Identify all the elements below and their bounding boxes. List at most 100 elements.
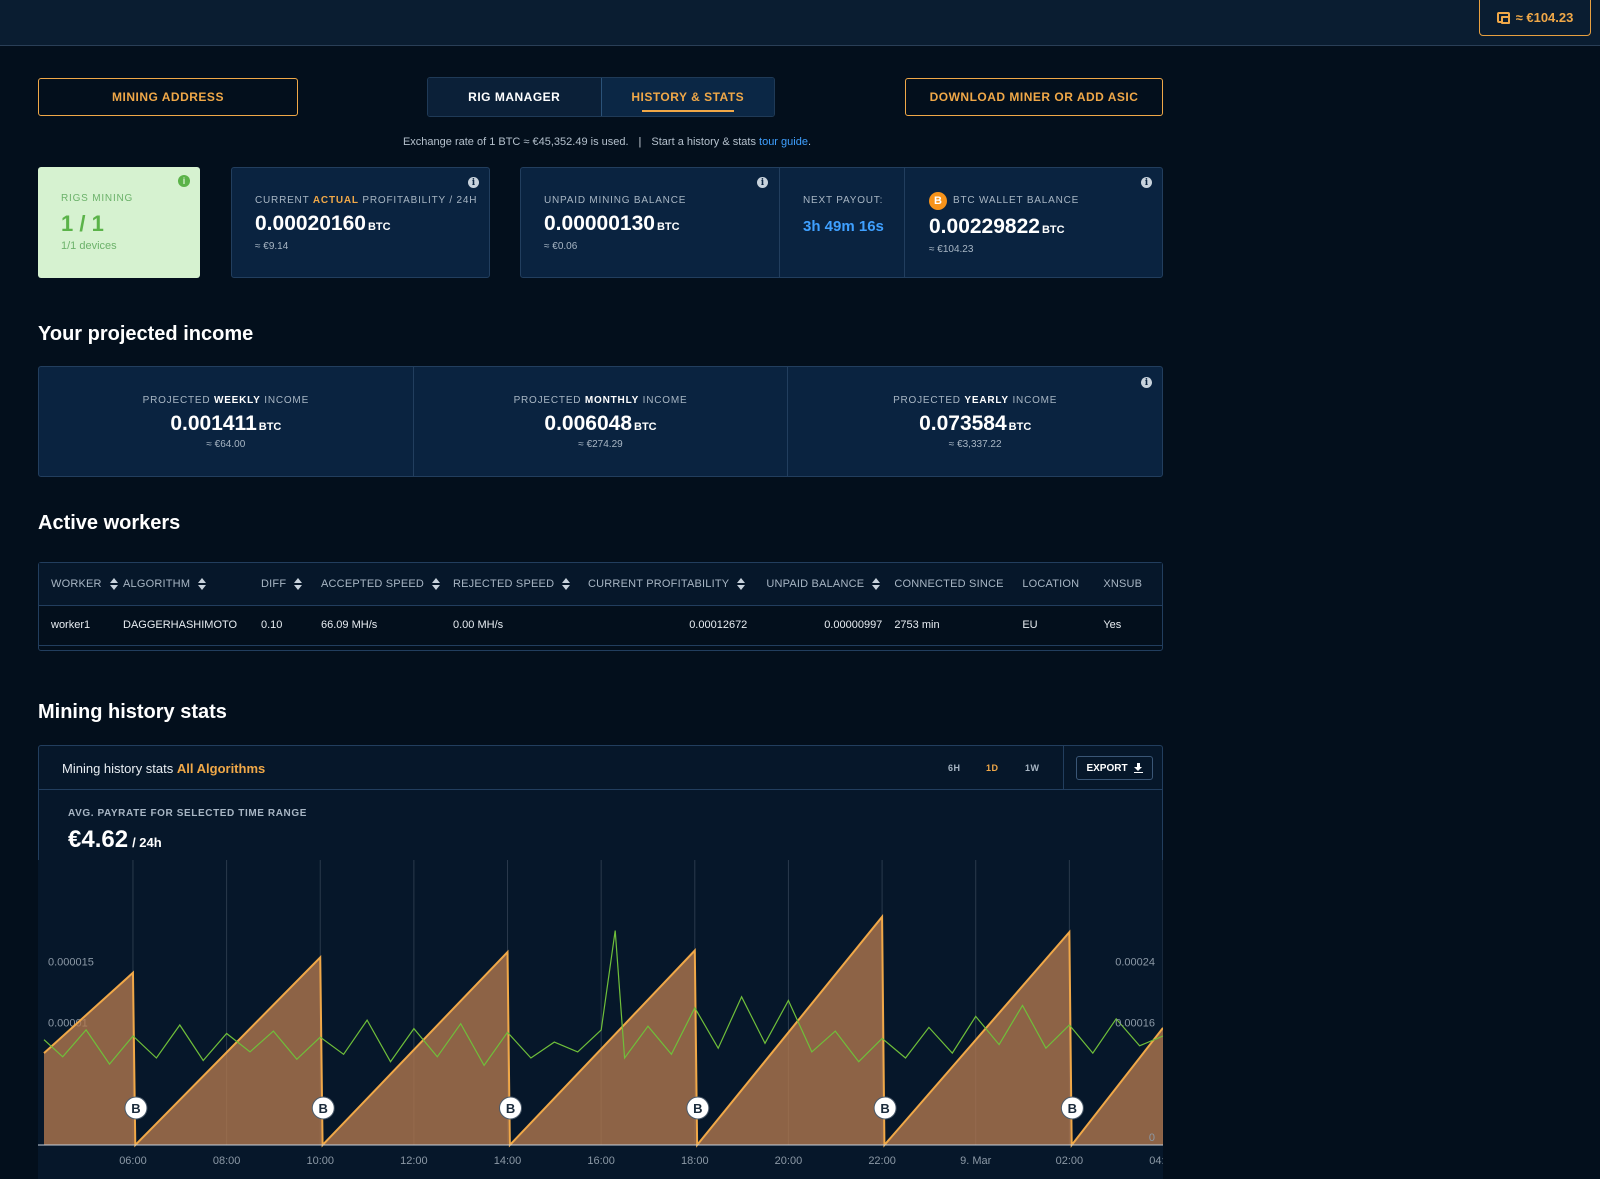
range-1d-button[interactable]: 1D bbox=[986, 763, 999, 773]
payout-marker-label: B bbox=[693, 1101, 702, 1116]
tour-guide-link[interactable]: tour guide bbox=[759, 136, 808, 148]
x-tick-label: 06:00 bbox=[119, 1155, 147, 1167]
sort-icon bbox=[109, 577, 118, 590]
projected-label: PROJECTED WEEKLY INCOME bbox=[142, 395, 310, 406]
payout-marker-icon bbox=[686, 1096, 710, 1120]
sort-icon bbox=[432, 577, 441, 590]
column-header[interactable]: ALGORITHM bbox=[123, 563, 261, 606]
projected-label: PROJECTED MONTHLY INCOME bbox=[513, 395, 688, 406]
export-label: EXPORT bbox=[1086, 762, 1128, 774]
cell-xnsub: Yes bbox=[1103, 605, 1162, 646]
rigs-devices: 1/1 devices bbox=[61, 240, 117, 252]
info-icon[interactable]: i bbox=[178, 175, 190, 187]
profitability-card: i CURRENT ACTUAL PROFITABILITY / 24H 0.0… bbox=[231, 167, 490, 278]
cell-rejected-speed: 0.00 MH/s bbox=[453, 605, 588, 646]
tab-history-stats[interactable]: HISTORY & STATS bbox=[600, 78, 774, 116]
x-tick-label: 14:00 bbox=[494, 1155, 522, 1167]
wallet-balance-approx: ≈ €104.23 bbox=[929, 244, 974, 255]
projected-income-title: Your projected income bbox=[38, 323, 254, 345]
projected-monthly: PROJECTED MONTHLY INCOME 0.006048 BTC ≈ €… bbox=[412, 367, 788, 476]
next-payout-countdown: 3h 49m 16s bbox=[803, 218, 884, 235]
projected-label: PROJECTED YEARLY INCOME bbox=[893, 395, 1058, 406]
x-tick-label: 10:00 bbox=[306, 1155, 334, 1167]
cell-connected-since: 2753 min bbox=[894, 605, 1023, 646]
history-panel-header: Mining history stats All Algorithms 6H 1… bbox=[39, 746, 1162, 790]
avg-payrate-label: AVG. PAYRATE FOR SELECTED TIME RANGE bbox=[68, 808, 308, 819]
next-payout-label: NEXT PAYOUT: bbox=[803, 195, 884, 206]
sort-icon bbox=[737, 577, 746, 590]
cell-location: EU bbox=[1022, 605, 1104, 646]
projected-approx: ≈ €64.00 bbox=[206, 439, 246, 450]
payout-marker-label: B bbox=[131, 1101, 140, 1116]
cell-algorithm: DAGGERHASHIMOTO bbox=[123, 605, 261, 646]
projected-value: 0.006048 BTC bbox=[544, 412, 657, 435]
column-header[interactable]: ACCEPTED SPEED bbox=[321, 563, 453, 606]
bitcoin-icon: B bbox=[929, 192, 947, 210]
column-header[interactable]: CURRENT PROFITABILITY bbox=[588, 563, 760, 606]
column-header[interactable]: DIFF bbox=[261, 563, 321, 606]
unpaid-balance-label: UNPAID MINING BALANCE bbox=[544, 195, 687, 206]
tour-end: . bbox=[807, 136, 812, 148]
avg-payrate-value: €4.62/ 24h bbox=[68, 826, 162, 853]
sort-icon bbox=[294, 577, 303, 590]
payout-marker-icon bbox=[124, 1096, 148, 1120]
projected-value: 0.073584 BTC bbox=[919, 412, 1032, 435]
y-right-tick-label: 0.00016 bbox=[1115, 1018, 1155, 1030]
payout-marker-icon bbox=[1060, 1096, 1084, 1120]
unpaid-balance-value: 0.00000130 BTC bbox=[544, 212, 680, 235]
x-tick-label: 08:00 bbox=[213, 1155, 241, 1167]
info-icon[interactable]: i bbox=[1141, 177, 1152, 188]
payout-marker-icon bbox=[311, 1096, 335, 1120]
profitability-approx: ≈ €9.14 bbox=[255, 241, 289, 252]
column-header[interactable]: REJECTED SPEED bbox=[453, 563, 588, 606]
profitability-label: CURRENT ACTUAL PROFITABILITY / 24H bbox=[255, 195, 478, 206]
x-tick-label: 22:00 bbox=[868, 1155, 896, 1167]
payout-marker-label: B bbox=[506, 1101, 515, 1116]
top-bar: ≈ €104.23 bbox=[0, 0, 1600, 46]
x-tick-label: 9. Mar bbox=[960, 1155, 992, 1167]
x-tick-label: 02:00 bbox=[1056, 1155, 1084, 1167]
x-tick-label: 16:00 bbox=[587, 1155, 615, 1167]
range-1w-button[interactable]: 1W bbox=[1025, 763, 1040, 773]
projected-weekly: PROJECTED WEEKLY INCOME 0.001411 BTC ≈ €6… bbox=[39, 367, 413, 476]
cell-diff: 0.10 bbox=[261, 605, 321, 646]
table-row[interactable]: worker1 DAGGERHASHIMOTO 0.10 66.09 MH/s … bbox=[39, 605, 1162, 646]
y-right-tick-label: 0 bbox=[1149, 1132, 1155, 1144]
exchange-rate-text: Exchange rate of 1 BTC ≈ €45,352.49 is u… bbox=[402, 136, 629, 148]
download-miner-button[interactable]: DOWNLOAD MINER OR ADD ASIC bbox=[905, 78, 1163, 116]
cell-profitability: 0.00012672 bbox=[588, 605, 760, 646]
mining-history-chart[interactable]: 06:00 08:00 10:00 12:00 14:00 16:00 18:00 20:00… bbox=[38, 860, 1163, 1179]
column-header[interactable]: WORKER bbox=[39, 563, 123, 606]
mining-address-button[interactable]: MINING ADDRESS bbox=[38, 78, 298, 116]
projected-value: 0.001411 BTC bbox=[170, 412, 282, 435]
history-panel-title: Mining history stats All Algorithms bbox=[62, 761, 266, 776]
info-icon[interactable]: i bbox=[757, 177, 768, 188]
y-left-tick-label: 0.000015 bbox=[48, 956, 94, 968]
download-icon bbox=[1133, 763, 1143, 773]
payout-marker-label: B bbox=[880, 1101, 889, 1116]
workers-table: WORKER ALGORITHM DIFF ACCEPTED SPEED REJ… bbox=[38, 562, 1163, 651]
range-6h-button[interactable]: 6H bbox=[948, 763, 961, 773]
sort-icon bbox=[562, 577, 571, 590]
x-tick-label: 12:00 bbox=[400, 1155, 428, 1167]
column-header: CONNECTED SINCE bbox=[894, 563, 1023, 606]
cell-unpaid-balance: 0.00000997 bbox=[759, 605, 895, 646]
tab-rig-manager[interactable]: RIG MANAGER bbox=[428, 78, 601, 116]
wallet-balance-chip[interactable]: ≈ €104.23 bbox=[1479, 0, 1591, 36]
column-header[interactable]: UNPAID BALANCE bbox=[759, 563, 895, 606]
export-button[interactable]: EXPORT bbox=[1076, 756, 1153, 780]
wallet-balance-label: BTC WALLET BALANCE bbox=[953, 195, 1080, 206]
balance-card: i UNPAID MINING BALANCE 0.00000130 BTC ≈ … bbox=[520, 167, 1163, 278]
info-icon[interactable]: i bbox=[1141, 377, 1152, 388]
separator: | bbox=[638, 136, 642, 148]
mining-history-title: Mining history stats bbox=[38, 701, 227, 723]
unpaid-balance-approx: ≈ €0.06 bbox=[544, 241, 578, 252]
active-workers-title: Active workers bbox=[38, 512, 181, 534]
x-tick-label: 04:00 bbox=[1149, 1155, 1163, 1167]
table-header-row: WORKER ALGORITHM DIFF ACCEPTED SPEED REJ… bbox=[39, 563, 1162, 606]
wallet-balance-value: 0.00229822 BTC bbox=[929, 215, 1065, 238]
info-icon[interactable]: i bbox=[468, 177, 479, 188]
column-header: XNSUB bbox=[1103, 563, 1162, 606]
y-right-tick-label: 0.00024 bbox=[1115, 956, 1155, 968]
main-tabs: RIG MANAGER HISTORY & STATS bbox=[427, 77, 775, 117]
